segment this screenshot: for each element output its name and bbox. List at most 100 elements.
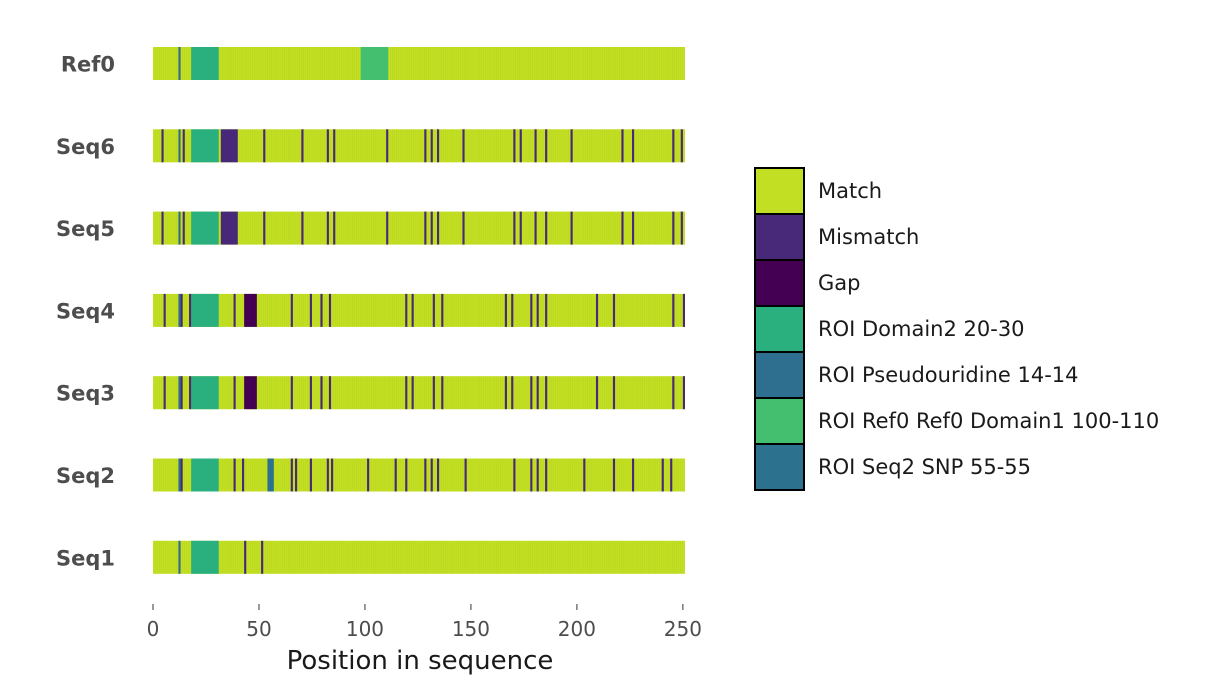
mismatch-mark [513, 458, 516, 492]
mismatch-mark [309, 293, 312, 327]
gap-segment [244, 293, 257, 327]
mismatch-mark [672, 211, 675, 245]
mismatch-mark [462, 129, 465, 163]
mismatch-mark [534, 129, 537, 163]
mismatch-mark [595, 293, 599, 327]
legend-key [754, 443, 805, 491]
mismatch-mark [233, 376, 236, 410]
roi-pseudouridine-segment [178, 540, 181, 574]
legend-key [754, 305, 805, 353]
mismatch-mark [326, 129, 329, 163]
legend-key [754, 259, 805, 307]
legend-label: ROI Pseudouridine 14-14 [818, 363, 1079, 387]
roi-domain2-segment [191, 129, 219, 163]
match-segment [153, 376, 685, 410]
mismatch-mark [534, 211, 537, 245]
mismatch-mark [180, 458, 183, 492]
mismatch-mark [180, 293, 183, 327]
mismatch-segment [220, 211, 238, 245]
mismatch-mark [328, 376, 332, 410]
mismatch-mark [672, 129, 675, 163]
mismatch-mark [545, 376, 548, 410]
mismatch-mark [672, 376, 675, 410]
roi-pseudouridine-segment [178, 458, 181, 492]
legend-key [754, 213, 805, 261]
legend-label: ROI Domain2 20-30 [818, 317, 1025, 341]
match-segment [153, 211, 685, 245]
mismatch-mark [405, 376, 408, 410]
row-label: Seq1 [56, 546, 115, 570]
legend-key [754, 167, 805, 215]
mismatch-mark [261, 540, 264, 574]
mismatch-mark [424, 211, 427, 245]
sequence-row-seq5 [153, 211, 685, 245]
mismatch-mark [244, 540, 247, 574]
mismatch-mark [242, 458, 245, 492]
legend-label: Gap [818, 271, 860, 295]
sequence-row-ref0 [153, 47, 685, 80]
mismatch-mark [511, 376, 514, 410]
mismatch-mark [189, 293, 192, 327]
mismatch-mark [464, 458, 467, 492]
mismatch-mark [161, 129, 164, 163]
mismatch-mark [583, 458, 586, 492]
mismatch-mark [612, 293, 616, 327]
mismatch-mark [680, 211, 683, 245]
mismatch-mark [536, 376, 539, 410]
mismatch-mark [290, 376, 293, 410]
x-tick-label: 150 [452, 617, 490, 641]
mismatch-mark [632, 211, 635, 245]
mismatch-mark [612, 376, 616, 410]
mismatch-mark [432, 293, 435, 327]
roi-domain2-segment [191, 458, 219, 492]
legend: Match Mismatch Gap ROI Domain2 20-30 ROI Pse… [754, 167, 1159, 491]
mismatch-mark [424, 129, 427, 163]
row-label: Seq4 [56, 299, 115, 323]
mismatch-mark [530, 458, 533, 492]
roi-ref0-domain1-segment [360, 47, 389, 80]
mismatch-mark [424, 458, 427, 492]
mismatch-mark [513, 129, 516, 163]
mismatch-mark [333, 211, 336, 245]
mismatch-mark [301, 211, 304, 245]
sequence-row-seq4 [153, 293, 685, 327]
mismatch-mark [161, 211, 164, 245]
mismatch-mark [513, 211, 516, 245]
mismatch-mark [367, 458, 370, 492]
gap-segment [244, 376, 257, 410]
mismatch-mark [189, 376, 192, 410]
row-label: Seq2 [56, 464, 115, 488]
roi-pseudouridine-segment [178, 47, 181, 80]
legend-label: ROI Ref0 Ref0 Domain1 100-110 [818, 409, 1159, 433]
mismatch-mark [386, 211, 389, 245]
roi-domain2-segment [191, 293, 219, 327]
mismatch-mark [394, 458, 397, 492]
sequence-rows [153, 47, 685, 574]
roi-pseudouridine-segment [178, 211, 181, 245]
mismatch-mark [290, 293, 293, 327]
mismatch-mark [309, 458, 312, 492]
mismatch-mark [405, 293, 408, 327]
mismatch-mark [670, 458, 673, 492]
mismatch-mark [320, 376, 323, 410]
mismatch-mark [331, 458, 334, 492]
legend-key [754, 351, 805, 399]
row-label: Ref0 [61, 53, 115, 77]
mismatch-mark [333, 129, 336, 163]
mismatch-mark [437, 458, 440, 492]
mismatch-mark [386, 129, 389, 163]
mismatch-mark [462, 211, 465, 245]
mismatch-mark [682, 293, 685, 327]
match-segment [153, 129, 685, 163]
legend-label: ROI Seq2 SNP 55-55 [818, 455, 1031, 479]
x-tick-label: 0 [147, 617, 160, 641]
row-labels: Ref0 Seq6 Seq5 Seq4 Seq3 Seq2 Seq1 [56, 53, 115, 571]
mismatch-mark [530, 376, 533, 410]
mismatch-mark [301, 129, 304, 163]
mismatch-mark [682, 376, 685, 410]
mismatch-mark [263, 129, 266, 163]
mismatch-mark [405, 458, 408, 492]
mismatch-mark [437, 211, 440, 245]
x-tick-label: 100 [346, 617, 384, 641]
